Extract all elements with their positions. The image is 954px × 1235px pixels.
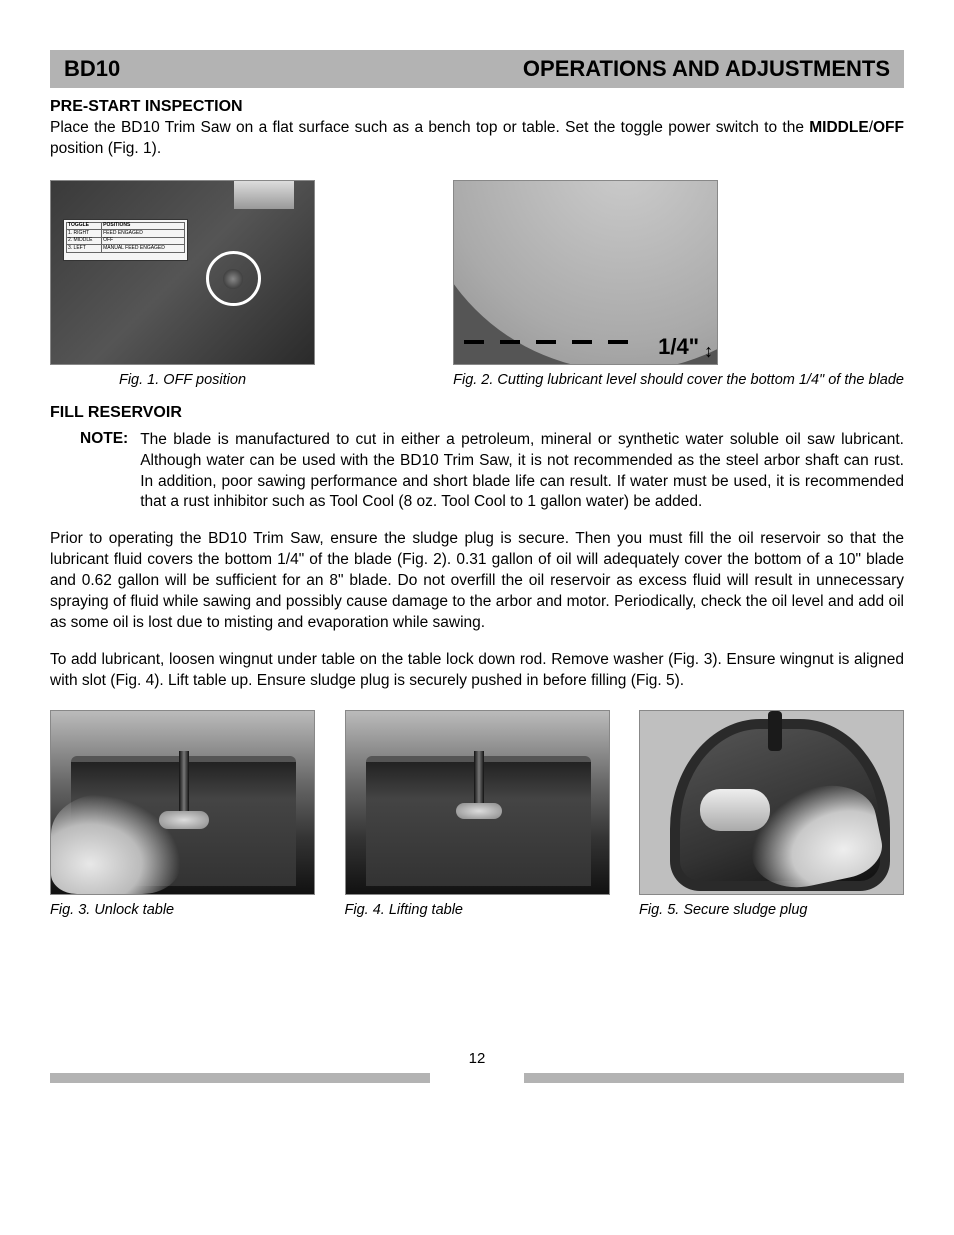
figure-4-image [345,710,610,895]
fig1-toggle-label: TOGGLEPOSITIONS 1. RIGHTFEED ENGAGED 2. … [63,219,188,261]
note-row: NOTE: The blade is manufactured to cut i… [50,430,904,514]
prestart-bold-off: OFF [873,119,904,136]
fig2-arrow-icon: ↕ [704,345,713,358]
figure-1-image: TOGGLEPOSITIONS 1. RIGHTFEED ENGAGED 2. … [50,180,315,365]
footer-bar-right [524,1073,904,1083]
figure-1-caption: Fig. 1. OFF position [50,371,315,390]
fig2-level-line [464,340,644,344]
footer-bar-left [50,1073,430,1083]
fig1-label-r3b: MANUAL FEED ENGAGED [102,245,185,253]
footer-bars [50,1073,904,1083]
prestart-heading: PRE-START INSPECTION [50,98,904,116]
fill-para-1: Prior to operating the BD10 Trim Saw, en… [50,529,904,634]
figure-5-block: Fig. 5. Secure sludge plug [639,710,904,920]
figure-2-image: 1/4" ↕ [453,180,718,365]
fig1-label-r2a: 2. MIDDLE [67,237,102,245]
prestart-text-c: position (Fig. 1). [50,140,161,157]
fig1-label-r2b: OFF [102,237,185,245]
prestart-body: Place the BD10 Trim Saw on a flat surfac… [50,118,904,160]
figure-5-caption: Fig. 5. Secure sludge plug [639,901,904,920]
note-label: NOTE: [50,430,140,514]
fig1-highlight-circle [206,251,261,306]
fig1-label-h1: TOGGLE [67,222,102,230]
page-header: BD10 OPERATIONS AND ADJUSTMENTS [50,50,904,88]
header-section-title: OPERATIONS AND ADJUSTMENTS [523,56,890,82]
figure-4-caption: Fig. 4. Lifting table [345,901,610,920]
fig4-rod [474,751,484,811]
figure-3-caption: Fig. 3. Unlock table [50,901,315,920]
figure-row-bottom: Fig. 3. Unlock table Fig. 4. Lifting tab… [50,710,904,920]
figure-3-block: Fig. 3. Unlock table [50,710,315,920]
fill-heading: FILL RESERVOIR [50,404,904,422]
figure-3-image [50,710,315,895]
fig1-drip-tray [234,181,294,209]
fig4-wingnut [456,803,502,819]
prestart-bold-middle: MIDDLE [809,119,868,136]
figure-1-block: TOGGLEPOSITIONS 1. RIGHTFEED ENGAGED 2. … [50,180,315,390]
figure-2-caption: Fig. 2. Cutting lubricant level should c… [453,371,904,390]
fig1-label-r1a: 1. RIGHT [67,230,102,238]
prestart-text-a: Place the BD10 Trim Saw on a flat surfac… [50,119,809,136]
fig1-label-r3a: 3. LEFT [67,245,102,253]
header-model: BD10 [64,56,120,82]
fig1-label-r1b: FEED ENGAGED [102,230,185,238]
figure-2-block: 1/4" ↕ Fig. 2. Cutting lubricant level s… [453,180,904,390]
fig2-measurement: 1/4" [658,334,699,360]
fig5-cord [768,711,782,751]
figure-4-block: Fig. 4. Lifting table [345,710,610,920]
fill-para-2: To add lubricant, loosen wingnut under t… [50,650,904,692]
figure-5-image [639,710,904,895]
page-number: 12 [50,1050,904,1067]
figure-row-top: TOGGLEPOSITIONS 1. RIGHTFEED ENGAGED 2. … [50,180,904,390]
note-body: The blade is manufactured to cut in eith… [140,430,904,514]
fig1-label-h2: POSITIONS [102,222,185,230]
